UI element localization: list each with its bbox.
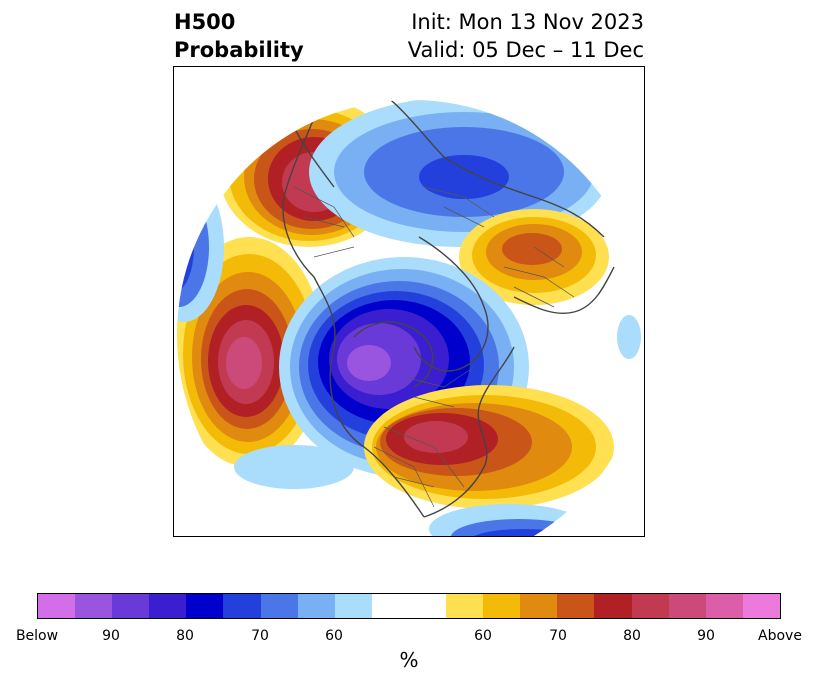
colorbar-swatch	[334, 594, 372, 618]
colorbar-tick-label: Below	[15, 628, 59, 644]
colorbar-swatch-neutral	[371, 594, 447, 618]
colorbar-swatch	[742, 594, 780, 618]
colorbar-tick-label: Above	[758, 628, 802, 644]
borders	[293, 186, 575, 508]
colorbar-tick-label: 60	[474, 628, 492, 644]
colorbar-swatch	[520, 594, 558, 618]
colorbar-swatch	[223, 594, 261, 618]
colorbar-swatch	[668, 594, 706, 618]
title-init: Init: Mon 13 Nov 2023	[411, 10, 644, 34]
colorbar-swatch	[75, 594, 113, 618]
ridge-north-atlantic	[474, 100, 554, 110]
title-valid: Valid: 05 Dec – 11 Dec	[407, 38, 644, 62]
ridge-eurasia	[459, 209, 609, 305]
trough-east-edge	[617, 315, 641, 359]
colorbar-tick-label: 80	[176, 628, 194, 644]
colorbar-swatch	[631, 594, 669, 618]
anomaly-field	[177, 100, 644, 536]
colorbar-tick-label: 80	[623, 628, 641, 644]
title-product: Probability	[174, 38, 304, 62]
title-left: H500 Probability	[174, 8, 304, 64]
colorbar-tick-label: 60	[325, 628, 343, 644]
colorbar-tick-label: 70	[549, 628, 567, 644]
colorbar-swatch	[112, 594, 150, 618]
colorbar-swatch	[446, 594, 484, 618]
colorbar	[37, 593, 781, 619]
trough-southwest	[234, 445, 354, 489]
colorbar-swatch	[38, 594, 76, 618]
colorbar-unit-label: %	[399, 648, 419, 672]
colorbar-tick-label: 70	[251, 628, 269, 644]
title-variable: H500	[174, 10, 236, 34]
colorbar-swatch	[557, 594, 595, 618]
colorbar-swatch	[186, 594, 224, 618]
colorbar-swatch	[297, 594, 335, 618]
probability-map	[173, 66, 645, 537]
colorbar-swatch	[483, 594, 521, 618]
map-canvas	[177, 100, 644, 536]
colorbar-swatch	[594, 594, 632, 618]
title-right: Init: Mon 13 Nov 2023 Valid: 05 Dec – 11…	[408, 8, 644, 64]
ridge-east-america	[364, 385, 614, 509]
colorbar-swatch	[260, 594, 298, 618]
colorbar-tick-label: 90	[697, 628, 715, 644]
colorbar-tick-label: 90	[102, 628, 120, 644]
colorbar-swatch	[149, 594, 187, 618]
colorbar-swatch	[705, 594, 743, 618]
